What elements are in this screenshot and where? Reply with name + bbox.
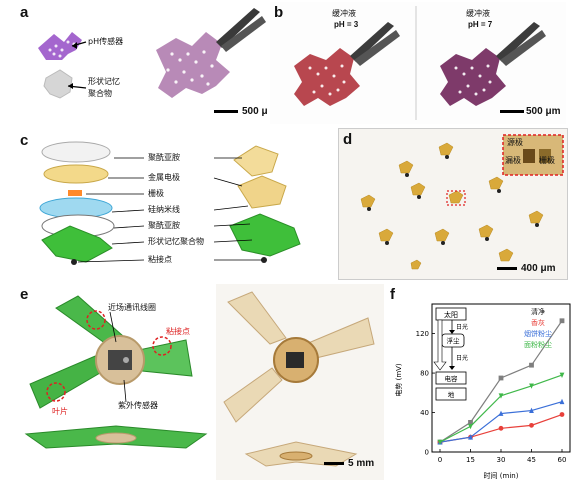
diagram-sun-text: 太阳 xyxy=(444,310,458,319)
panel-e-label: e xyxy=(20,286,29,303)
smp-label-line1: 形状记忆 xyxy=(88,77,120,86)
buffer-left-label: 缓冲液 xyxy=(332,9,356,18)
y-tick-label: 40 xyxy=(420,409,429,417)
panel-c-label: c xyxy=(20,132,29,149)
layer-metal-electrode: 金属电极 xyxy=(148,173,180,182)
diagram-big-arrow xyxy=(433,319,447,371)
panel-c: c 聚酰亚胺 金属电极 栅极 硅纳米线 聚酰亚胺 形状记忆聚合物 粘接点 xyxy=(16,130,316,278)
uv-sensor-label: 紫外传感器 xyxy=(118,401,158,410)
x-tick-label: 15 xyxy=(466,456,475,464)
inset-drain-label: 漏极 xyxy=(505,156,521,165)
panel-b-image xyxy=(270,2,566,124)
ph-sensor-shape xyxy=(38,32,82,60)
data-point-1-4 xyxy=(559,412,565,417)
diagram-ground-box xyxy=(435,387,467,401)
panel-b-scalebar xyxy=(500,110,524,113)
ph7-label: pH = 7 xyxy=(468,20,493,29)
x-tick-label: 0 xyxy=(438,456,442,464)
diagram-ground-text: 地 xyxy=(448,390,455,399)
inset-source-label: 源极 xyxy=(507,138,523,147)
blade-label: 叶片 xyxy=(52,407,68,416)
y-tick-label: 0 xyxy=(425,449,429,457)
data-point-3-0 xyxy=(437,439,443,446)
panel-d-scale-text: 400 μm xyxy=(521,263,556,274)
y-tick-label: 80 xyxy=(420,370,429,378)
ph3-label: pH = 3 xyxy=(334,20,359,29)
sensor-ph3 xyxy=(294,48,360,106)
tweezer xyxy=(216,8,260,48)
tweezer-right xyxy=(496,22,540,62)
layer-smp: 形状记忆聚合物 xyxy=(148,237,204,246)
y-axis-label: 电势 (mV) xyxy=(394,363,403,397)
data-point-2-4 xyxy=(559,398,565,405)
panel-e-scalebar xyxy=(324,462,344,465)
layer-polyimide-top: 聚酰亚胺 xyxy=(148,153,180,162)
panel-e-scale-text: 5 mm xyxy=(348,458,375,469)
ph-sensor-label: pH传感器 xyxy=(88,37,124,46)
y-tick-label: 120 xyxy=(416,330,429,338)
smp-shape xyxy=(43,69,73,99)
panel-b-label: b xyxy=(274,4,284,21)
x-tick-label: 60 xyxy=(558,456,567,464)
panel-d: d 源极 栅极 漏极 400 μm xyxy=(338,128,568,280)
layer-si-nanowire: 硅纳米线 xyxy=(148,205,180,214)
tweezer-left xyxy=(350,22,394,62)
legend-entry-1: 香灰 xyxy=(531,318,545,327)
diagram-sunlight2-text: 日光 xyxy=(456,354,468,362)
panel-a: a pH传感器 形状记忆 聚合物 500 μm xyxy=(16,2,268,124)
data-point-3-1 xyxy=(468,423,473,430)
data-point-0-3 xyxy=(529,362,534,368)
x-tick-label: 45 xyxy=(527,456,536,464)
data-point-2-2 xyxy=(498,410,504,416)
inset-diagram xyxy=(433,307,467,401)
panel-b: b 缓冲液 pH = 3 缓冲液 pH = 7 500 μm xyxy=(270,2,566,124)
panel-f-label: f xyxy=(390,286,395,303)
panel-d-label: d xyxy=(343,131,353,148)
panel-a-scalebar xyxy=(214,110,238,113)
diagram-dust-text: 浮尘 xyxy=(447,336,461,345)
data-point-1-2 xyxy=(498,425,504,431)
bonding-point-label: 粘接点 xyxy=(166,327,190,336)
layer-polyimide-bottom: 聚酰亚胺 xyxy=(148,221,180,230)
panel-b-scale-text: 500 μm xyxy=(526,106,561,117)
diagram-capacitor-text: 电容 xyxy=(445,374,459,383)
panel-e: e 近场通讯线圈 粘接点 紫外传感器 叶片 5 mm xyxy=(16,284,384,480)
line-chart: 太阳 日光 浮尘 日光 电容 地 电势 (mV) 时间 (min) 0 15 30 4… xyxy=(394,303,571,480)
legend-entry-3: 面粉粉尘 xyxy=(524,340,552,349)
panel-d-scalebar xyxy=(497,267,517,270)
smp-label-line2: 聚合物 xyxy=(88,89,112,98)
data-point-0-1 xyxy=(468,420,473,425)
panel-c-image xyxy=(39,141,301,265)
layer-gate: 栅极 xyxy=(148,189,164,198)
panel-d-image xyxy=(339,129,567,279)
diagram-sunlight1-text: 日光 xyxy=(456,323,468,331)
buffer-right-label: 缓冲液 xyxy=(466,9,490,18)
data-point-2-1 xyxy=(468,434,473,440)
data-point-0-2 xyxy=(498,375,504,381)
sensor-ph7 xyxy=(440,48,506,106)
data-point-2-3 xyxy=(529,407,534,413)
x-tick-label: 30 xyxy=(497,456,506,464)
nfc-coil-label: 近场通讯线圈 xyxy=(108,303,156,312)
layer-bonding-point: 粘接点 xyxy=(148,255,172,264)
data-point-1-3 xyxy=(529,422,534,428)
data-point-3-2 xyxy=(498,393,504,399)
diagram-capacitor-box xyxy=(435,371,467,385)
panel-f: f 太阳 日光 浮尘 日光 电容 地 电势 (mV) 时间 (min) 0 15 3… xyxy=(388,284,574,482)
panel-a-image xyxy=(38,8,266,99)
legend-entry-0: 清净 xyxy=(531,307,545,316)
x-axis-label: 时间 (min) xyxy=(484,471,519,480)
panel-a-scale-text: 500 μm xyxy=(242,106,268,117)
legend-entry-2: 烟饼粉尘 xyxy=(524,329,552,338)
inset-gate-label: 栅极 xyxy=(539,156,555,165)
panel-e-image xyxy=(24,284,384,480)
diagram-sun-box xyxy=(435,307,467,321)
panel-a-label: a xyxy=(20,4,29,21)
data-point-0-4 xyxy=(559,318,565,324)
data-point-3-4 xyxy=(559,372,565,378)
data-point-3-3 xyxy=(529,383,534,389)
